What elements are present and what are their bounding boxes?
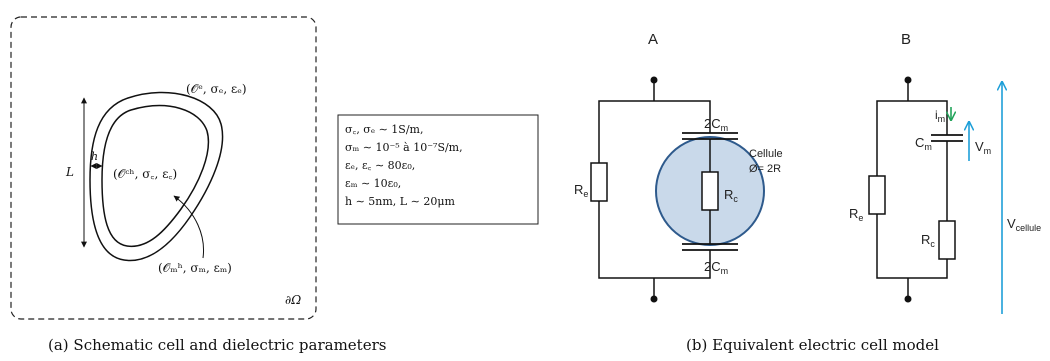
im-label: im — [935, 108, 945, 124]
cap-top-label: 2Cm — [704, 116, 728, 133]
membrane-pointer — [173, 195, 205, 259]
wire — [598, 100, 711, 163]
re-resistor — [868, 175, 886, 215]
parameter-line: εₘ ∼ 10ε₀, — [345, 177, 401, 190]
parameter-line: h ∼ 5nm, L ∼ 20μm — [345, 195, 455, 208]
rc-label: Rc — [921, 232, 935, 249]
rc-label: Rc — [724, 187, 738, 204]
cap-bottom-label: 2Cm — [704, 259, 728, 276]
parameter-box — [337, 114, 539, 225]
re-label: Re — [574, 182, 588, 199]
outer-domain-label: (𝒪ᵉ, σₑ, εₑ) — [186, 82, 247, 96]
circuit-a: A Re 2Cm Rc 2Cm — [574, 31, 783, 303]
length-label: L — [65, 165, 74, 179]
membrane-domain-label: (𝒪ₘʰ, σₘ, εₘ) — [158, 261, 232, 275]
wire — [876, 214, 948, 279]
thickness-label: h — [91, 150, 98, 163]
circuit-b: B Re Cm Rc im Vm — [849, 31, 1041, 314]
parameter-line: εₑ, ε꜀ ∼ 80ε₀, — [345, 159, 415, 172]
caption-b: (b) Equivalent electric cell model — [686, 336, 939, 354]
circuit-b-title: B — [901, 31, 911, 48]
rc-resistor — [938, 220, 956, 260]
vcell-label: Vcellule — [1007, 216, 1041, 233]
rc-resistor — [701, 171, 719, 211]
circuit-a-title: A — [648, 31, 658, 48]
vm-label: Vm — [975, 139, 991, 156]
re-resistor — [590, 162, 608, 202]
parameter-line: σₘ ∼ 10⁻⁵ à 10⁻⁷S/m, — [345, 141, 463, 154]
cell-label: Cellule — [749, 148, 783, 160]
cell-diameter-label: Ø= 2R — [749, 163, 781, 175]
parameter-line: σ꜀, σₑ ∼ 1S/m, — [345, 123, 423, 136]
caption-a: (a) Schematic cell and dielectric parame… — [48, 336, 386, 354]
boundary-label: ∂Ω — [285, 293, 301, 307]
re-label: Re — [849, 206, 863, 223]
cm-label: Cm — [915, 135, 932, 152]
subfigure-a: L h (𝒪ᵉ, σₑ, εₑ) (𝒪ᶜʰ, σ꜀, ε꜀) (𝒪ₘʰ, σₘ,… — [10, 16, 539, 354]
inner-domain-label: (𝒪ᶜʰ, σ꜀, ε꜀) — [113, 167, 177, 181]
domain-boundary — [10, 16, 317, 320]
wire — [598, 201, 711, 279]
